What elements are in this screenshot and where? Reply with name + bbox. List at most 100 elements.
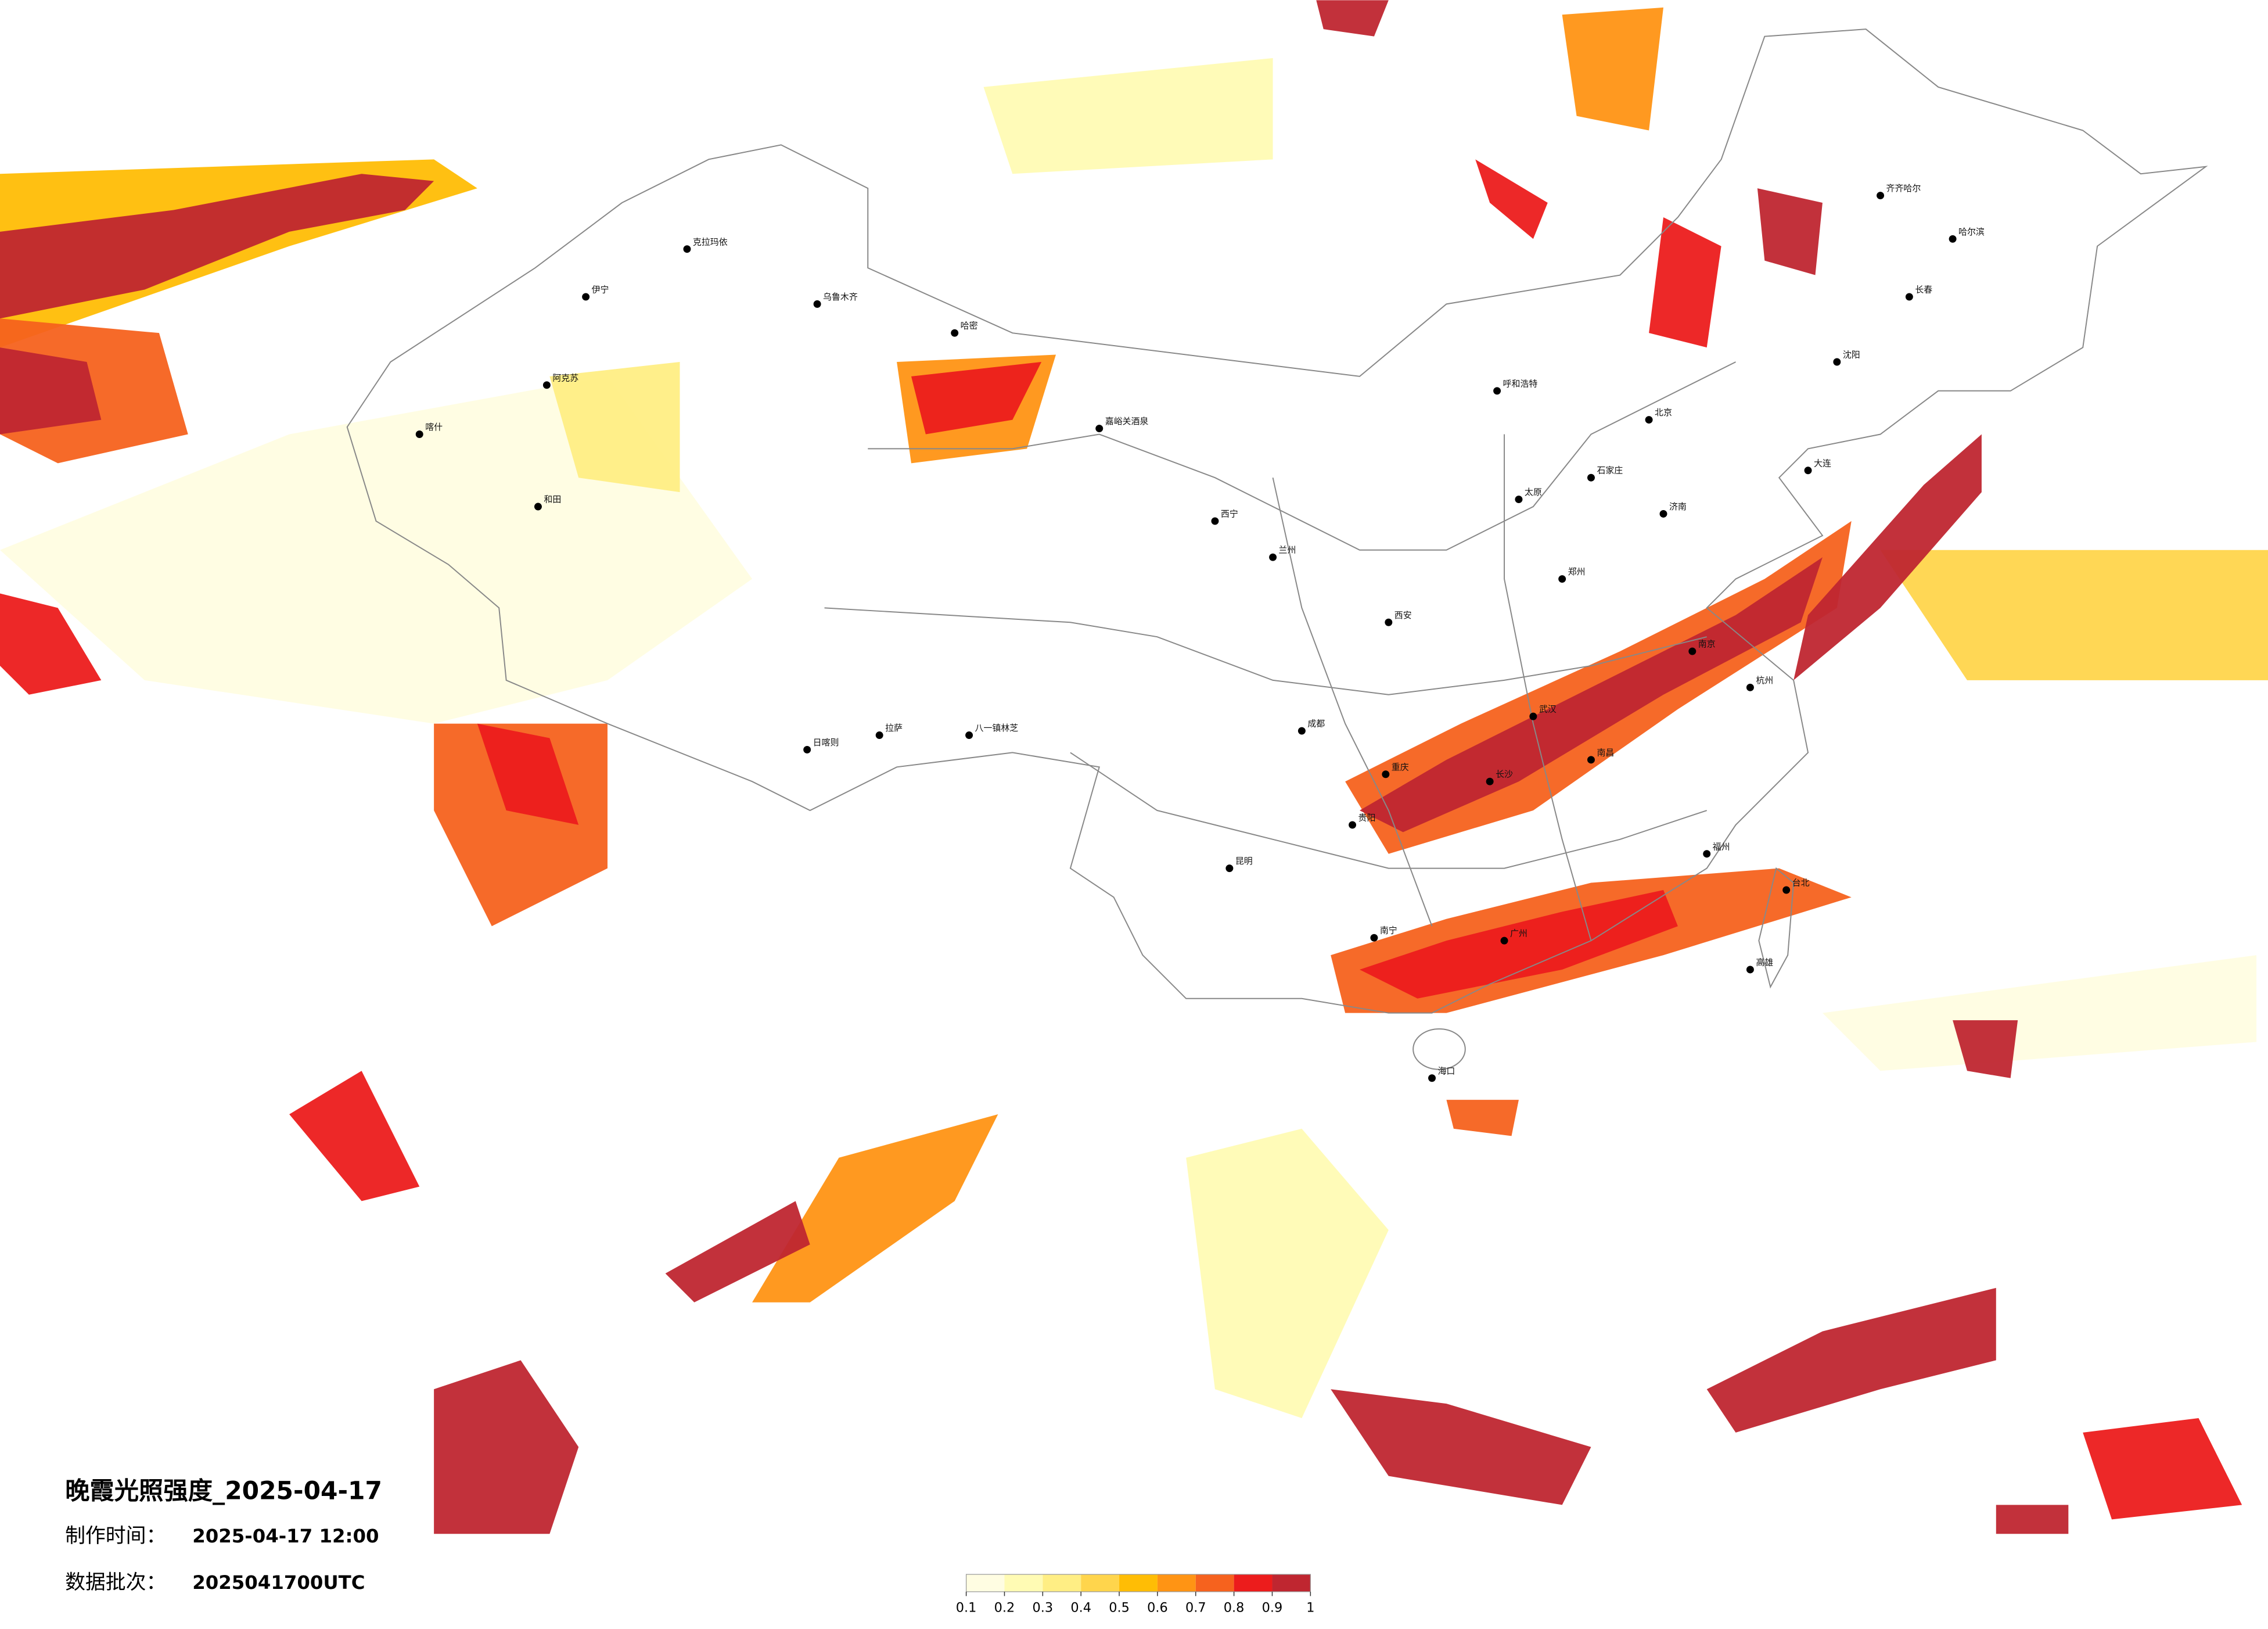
city-dot xyxy=(1587,756,1595,764)
city-label: 石家庄 xyxy=(1597,465,1623,476)
province-border xyxy=(1070,752,1708,869)
city-label: 西安 xyxy=(1394,610,1412,620)
colorbar-cell xyxy=(1195,1574,1234,1592)
colorbar-tick-label: 0.4 xyxy=(1070,1601,1091,1616)
city-dot xyxy=(1370,934,1378,942)
city-dot xyxy=(1500,937,1508,945)
city-dot xyxy=(965,731,973,739)
cloud-area xyxy=(0,347,102,435)
city-label: 拉萨 xyxy=(885,723,903,733)
colorbar-tick-label: 0.5 xyxy=(1109,1601,1130,1616)
city-dot xyxy=(1269,553,1277,561)
cloud-area xyxy=(1649,217,1721,348)
cloud-area xyxy=(1793,434,1982,680)
colorbar-tick-label: 0.1 xyxy=(956,1601,977,1616)
city-label: 重庆 xyxy=(1392,762,1409,772)
city-dot xyxy=(1587,473,1595,482)
colorbar-cell xyxy=(1043,1574,1081,1592)
city-label: 阿克苏 xyxy=(552,372,578,383)
city-dot xyxy=(1949,235,1957,243)
city-dot xyxy=(1428,1074,1436,1082)
city-dot xyxy=(1746,683,1754,691)
city-dot xyxy=(1688,647,1696,655)
cloud-area xyxy=(549,361,680,493)
cloud-area xyxy=(1360,557,1823,833)
city-label: 和田 xyxy=(544,494,561,505)
city-label: 海口 xyxy=(1437,1065,1455,1076)
city-label: 杭州 xyxy=(1756,675,1773,686)
city-label: 北京 xyxy=(1655,407,1672,418)
cloud-area xyxy=(289,1071,420,1201)
cloud-area xyxy=(1360,889,1678,999)
city-label: 沈阳 xyxy=(1843,350,1860,360)
city-dot xyxy=(1385,618,1393,626)
city-label: 嘉峪关酒泉 xyxy=(1105,416,1149,426)
cloud-area xyxy=(0,174,434,319)
cloud-area xyxy=(477,723,579,825)
city-dot xyxy=(951,329,959,337)
city-dot xyxy=(1486,777,1494,785)
city-dot xyxy=(1211,517,1219,525)
province-border xyxy=(868,361,1736,551)
city-label: 齐齐哈尔 xyxy=(1886,183,1921,193)
city-label: 呼和浩特 xyxy=(1503,378,1538,389)
city-label: 南宁 xyxy=(1380,925,1397,936)
colorbar: 0.1 0.2 0.3 0.4 0.5 0.6 0.7 0.8 0.9 1 xyxy=(956,1574,1314,1616)
city-label: 昆明 xyxy=(1235,856,1253,866)
city-label: 兰州 xyxy=(1279,545,1296,555)
city-label: 哈尔滨 xyxy=(1958,227,1985,237)
cloud-area xyxy=(0,376,753,724)
colorbar-tick-label: 0.7 xyxy=(1185,1601,1206,1616)
colorbar-cell xyxy=(1119,1574,1158,1592)
city-label: 济南 xyxy=(1669,501,1687,512)
province-border xyxy=(1504,434,1592,941)
colorbar-tick-label: 0.6 xyxy=(1147,1601,1168,1616)
city-dot xyxy=(1349,821,1357,829)
colorbar-tick-label: 1 xyxy=(1306,1601,1314,1616)
city-label: 大连 xyxy=(1814,458,1831,468)
city-dot xyxy=(1225,864,1234,873)
cloud-area xyxy=(434,723,608,927)
cloud-area xyxy=(2083,1418,2242,1520)
colorbar-frame xyxy=(965,1574,1311,1592)
city-label: 南京 xyxy=(1698,639,1716,650)
colorbar-tick-label: 0.3 xyxy=(1033,1601,1054,1616)
colorbar-cell xyxy=(1157,1574,1196,1592)
city-label: 南昌 xyxy=(1597,747,1614,758)
city-label: 乌鲁木齐 xyxy=(823,292,858,302)
province-border xyxy=(1272,478,1433,927)
cloud-area xyxy=(983,58,1273,174)
taiwan-border xyxy=(1758,867,1795,989)
cloud-area xyxy=(434,1360,579,1534)
city-dot xyxy=(1782,886,1791,894)
cloud-area xyxy=(911,361,1042,435)
city-dot xyxy=(1877,192,1885,200)
cloud-area xyxy=(0,593,102,695)
colorbar-cell xyxy=(1004,1574,1043,1592)
cloud-area xyxy=(1996,1505,2069,1534)
city-label: 郑州 xyxy=(1568,566,1586,577)
borders xyxy=(346,28,2208,1070)
city-label: 武汉 xyxy=(1539,704,1557,715)
city-label: 长春 xyxy=(1915,284,1932,295)
city-dot xyxy=(542,381,551,389)
city-label: 高雄 xyxy=(1756,957,1773,967)
city-dot xyxy=(683,245,691,253)
city-dot xyxy=(1804,467,1812,475)
province-border xyxy=(824,607,1707,695)
cloud-area xyxy=(665,1201,810,1303)
colorbar-cell xyxy=(1272,1574,1311,1592)
city-dot xyxy=(875,731,883,739)
colorbar-tick-label: 0.8 xyxy=(1224,1601,1245,1616)
title: 晚霞光照强度_2025-04-17 xyxy=(65,1476,382,1505)
city-dot xyxy=(1905,293,1913,301)
cloud-area xyxy=(1822,955,2257,1071)
made-label: 制作时间： xyxy=(65,1524,166,1548)
cloud-area xyxy=(1706,1287,1996,1433)
city-label: 广州 xyxy=(1510,928,1527,939)
city-dot xyxy=(1703,850,1711,858)
city-label: 八一镇林芝 xyxy=(975,723,1019,733)
colorbar-cell xyxy=(1081,1574,1120,1592)
